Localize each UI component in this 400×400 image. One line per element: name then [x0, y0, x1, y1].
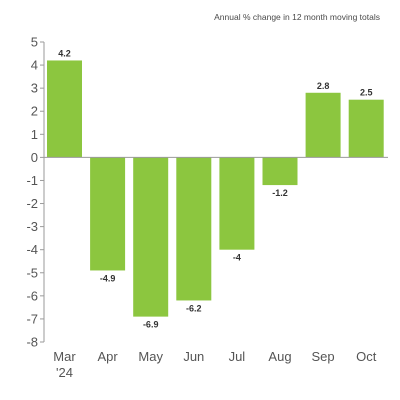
y-tick-label: 0 [31, 150, 38, 165]
y-tick-label: -7 [26, 311, 38, 326]
data-label: -6.2 [186, 303, 202, 313]
bar [348, 99, 384, 158]
x-tick-label: Jun [183, 349, 204, 364]
data-label: -6.9 [143, 320, 159, 330]
data-label: -4 [233, 253, 241, 263]
bar [262, 157, 298, 186]
x-tick-label: Jul [229, 349, 246, 364]
x-tick-sublabel: '24 [56, 365, 73, 380]
y-tick-label: -5 [26, 265, 38, 280]
y-tick-label: 3 [31, 81, 38, 96]
x-tick-label: Mar [53, 349, 76, 364]
bar [176, 157, 212, 301]
y-tick-label: 4 [31, 58, 38, 73]
x-tick-label: Aug [268, 349, 291, 364]
bar [305, 92, 341, 158]
data-label: 4.2 [58, 48, 71, 58]
x-tick-label: May [138, 349, 163, 364]
data-label: -1.2 [272, 188, 288, 198]
bar [47, 60, 82, 158]
x-tick-label: Oct [356, 349, 377, 364]
bar [219, 157, 255, 250]
x-tick-label: Apr [97, 349, 118, 364]
data-label: -4.9 [100, 273, 116, 283]
y-tick-label: 5 [31, 35, 38, 50]
y-tick-label: -8 [26, 335, 38, 350]
bar [90, 157, 126, 271]
data-label: 2.5 [360, 88, 373, 98]
data-label: 2.8 [317, 81, 330, 91]
y-tick-label: -3 [26, 219, 38, 234]
y-tick-label: -2 [26, 196, 38, 211]
y-tick-label: 1 [31, 127, 38, 142]
chart-subtitle: Annual % change in 12 month moving total… [214, 12, 380, 22]
bar [133, 157, 169, 317]
y-tick-label: -6 [26, 288, 38, 303]
y-tick-label: -4 [26, 242, 38, 257]
y-tick-label: -1 [26, 173, 38, 188]
x-tick-label: Sep [312, 349, 335, 364]
y-tick-label: 2 [31, 104, 38, 119]
